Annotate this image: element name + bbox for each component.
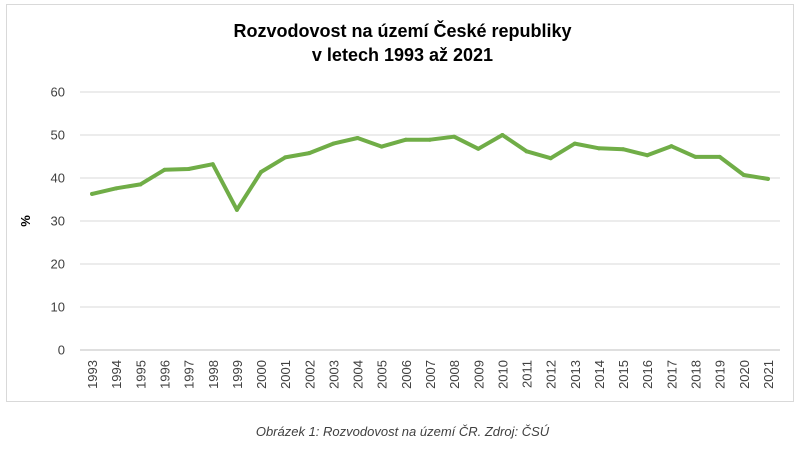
x-tick-label: 1997 [182, 360, 197, 389]
x-tick-label: 2005 [375, 360, 390, 389]
chart-title-line-2: v letech 1993 až 2021 [311, 45, 494, 65]
data-point [741, 172, 746, 177]
x-tick-label: 2004 [351, 360, 366, 389]
data-point [234, 207, 239, 212]
gridlines [80, 91, 780, 351]
data-point [669, 144, 674, 149]
data-point [621, 147, 626, 152]
x-tick-label: 2002 [302, 360, 317, 389]
x-tick-label: 2000 [254, 360, 269, 389]
data-point [259, 169, 264, 174]
x-tick-label: 1996 [157, 360, 172, 389]
series-line [90, 133, 770, 212]
data-point [765, 176, 770, 181]
y-tick-label: 0 [58, 343, 65, 358]
x-tick-label: 2021 [761, 360, 776, 389]
data-point [210, 162, 215, 167]
x-tick-label: 2013 [568, 360, 583, 389]
chart-frame [6, 4, 794, 402]
data-point [524, 149, 529, 154]
data-point [355, 136, 360, 141]
x-tick-label: 2003 [326, 360, 341, 389]
x-tick-label: 1998 [206, 360, 221, 389]
data-point [572, 141, 577, 146]
data-point [403, 137, 408, 142]
x-tick-label: 1995 [133, 360, 148, 389]
x-tick-label: 2012 [544, 360, 559, 389]
data-point [186, 166, 191, 171]
chart-title-line-1: Rozvodovost na území České republiky [233, 21, 572, 41]
x-tick-label: 1999 [230, 360, 245, 389]
x-tick-label: 2009 [471, 360, 486, 389]
y-tick-label: 30 [51, 214, 65, 229]
x-tick-label: 2015 [616, 360, 631, 389]
y-tick-label: 50 [51, 128, 65, 143]
x-tick-label: 2010 [495, 360, 510, 389]
x-tick-label: 2011 [520, 360, 535, 388]
data-point [379, 144, 384, 149]
data-point [307, 151, 312, 156]
data-point [138, 182, 143, 187]
data-point [331, 141, 336, 146]
data-point [693, 154, 698, 159]
x-tick-label: 2006 [399, 360, 414, 389]
data-point [476, 146, 481, 151]
x-tick-label: 1993 [85, 360, 100, 389]
x-tick-label: 1994 [109, 360, 124, 389]
data-point [596, 146, 601, 151]
data-point [645, 153, 650, 158]
data-series [90, 133, 770, 212]
x-tick-label: 2019 [713, 360, 728, 389]
data-point [717, 154, 722, 159]
x-tick-label: 2018 [689, 360, 704, 389]
y-tick-label: 40 [51, 171, 65, 186]
x-tick-label: 2001 [278, 360, 293, 389]
y-axis-tick-labels: 0 10 20 30 40 50 60 [51, 85, 65, 358]
x-tick-label: 2016 [640, 360, 655, 389]
data-point [452, 134, 457, 139]
x-tick-label: 2017 [664, 360, 679, 389]
x-tick-label: 2008 [447, 360, 462, 389]
x-axis-tick-labels: 1993 1994 1995 1996 1997 1998 1999 2000 2001 2002… [85, 360, 776, 389]
x-tick-label: 2014 [592, 360, 607, 389]
data-point [500, 133, 505, 137]
data-point [548, 156, 553, 161]
data-point [283, 155, 288, 160]
x-tick-label: 2007 [423, 360, 438, 389]
y-axis-label: % [18, 215, 33, 227]
y-tick-label: 10 [51, 300, 65, 315]
data-point [428, 137, 432, 142]
data-point [114, 186, 119, 191]
y-tick-label: 60 [51, 85, 65, 100]
y-tick-label: 20 [51, 257, 65, 272]
data-point [90, 191, 95, 196]
figure-caption: Obrázek 1: Rozvodovost na území ČR. Zdro… [255, 424, 550, 439]
chart-title: Rozvodovost na území České republiky v l… [0, 19, 805, 67]
x-tick-label: 2020 [737, 360, 752, 389]
data-point [162, 167, 167, 172]
